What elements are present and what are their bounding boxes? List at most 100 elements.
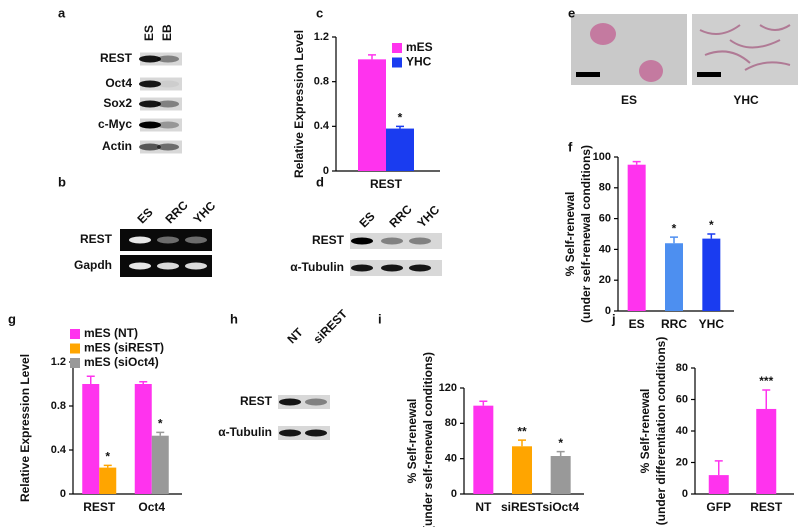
panel-letter: b — [58, 174, 66, 189]
legend-label: mES (NT) — [84, 326, 138, 340]
band — [157, 100, 179, 108]
lane-label: EB — [160, 24, 174, 41]
x-tick-label: ES — [629, 317, 645, 331]
band — [185, 236, 207, 244]
bar — [512, 446, 532, 494]
band — [409, 237, 431, 245]
y-axis-label: % Self-renewal — [563, 192, 577, 277]
panel-letter: e — [568, 5, 575, 20]
error-bar — [86, 375, 95, 384]
band — [305, 398, 327, 406]
y-tick-label: 0.4 — [314, 120, 330, 132]
bar — [82, 384, 100, 494]
row-label: REST — [100, 51, 133, 65]
bar — [627, 164, 646, 311]
error-bar — [632, 160, 641, 165]
band — [139, 121, 161, 129]
error-bar — [368, 54, 376, 60]
x-tick-label: NT — [475, 500, 492, 514]
row-label: Gapdh — [74, 258, 112, 272]
error-bar — [103, 464, 112, 468]
panel-letter: a — [58, 5, 66, 20]
y-tick-label: 80 — [676, 362, 688, 374]
row-label: Oct4 — [105, 76, 132, 90]
legend-label: mES (siREST) — [84, 341, 164, 355]
lane-label: ES — [356, 209, 377, 230]
y-tick-label: 0 — [323, 165, 329, 177]
x-tick-label: REST — [370, 177, 403, 191]
band — [279, 429, 301, 437]
y-tick-label: 1.2 — [314, 31, 329, 43]
blot-strip — [350, 233, 442, 249]
x-tick-label: REST — [83, 500, 116, 514]
error-bar — [762, 389, 771, 409]
panel-letter: j — [611, 311, 616, 326]
panel-letter: c — [316, 5, 323, 20]
row-label: REST — [80, 232, 113, 246]
y-tick-label: 1.2 — [51, 356, 66, 368]
lane-label: YHC — [190, 198, 218, 226]
lane-label: YHC — [414, 202, 442, 230]
y-tick-label: 40 — [676, 425, 688, 437]
significance: * — [398, 111, 403, 125]
x-tick-label: REST — [750, 500, 783, 514]
y-axis-label: (under self-renewal conditions) — [579, 145, 593, 323]
x-tick-label: RRC — [661, 317, 687, 331]
significance: * — [105, 450, 110, 464]
y-axis-label: Relative Expression Level — [18, 354, 32, 502]
bar — [665, 243, 683, 311]
lane-label: RRC — [386, 202, 415, 231]
y-tick-label: 0 — [605, 305, 611, 317]
bar — [702, 238, 721, 311]
row-label: REST — [240, 394, 273, 408]
band — [305, 429, 327, 437]
band — [351, 237, 373, 245]
lane-label: ES — [134, 205, 155, 226]
y-tick-label: 0.4 — [51, 444, 67, 456]
band — [139, 55, 161, 63]
panel-letter: i — [378, 311, 382, 326]
blot-strip — [278, 395, 330, 409]
x-tick-label: siOct4 — [542, 500, 579, 514]
significance: * — [158, 417, 163, 431]
y-tick-label: 40 — [599, 243, 611, 255]
significance: ** — [517, 424, 527, 438]
y-tick-label: 0.8 — [51, 400, 66, 412]
lane-label: ES — [142, 25, 156, 41]
legend-swatch — [70, 343, 80, 354]
y-axis-label: % Self-renewal — [405, 399, 419, 484]
y-tick-label: 20 — [676, 456, 688, 468]
y-tick-label: 80 — [599, 182, 611, 194]
blot-strip — [278, 426, 330, 440]
bar — [99, 467, 117, 494]
error-bar — [156, 431, 165, 436]
legend-swatch — [392, 57, 402, 68]
y-tick-label: 60 — [676, 393, 688, 405]
band — [129, 262, 151, 270]
panel-letter: f — [568, 139, 573, 154]
row-label: REST — [312, 233, 345, 247]
legend-label: mES — [406, 40, 433, 54]
error-bar — [518, 439, 526, 447]
row-label: α-Tubulin — [218, 425, 272, 439]
y-tick-label: 120 — [439, 382, 457, 394]
band — [157, 143, 179, 151]
panel-letter: h — [230, 311, 238, 326]
lane-label: NT — [284, 325, 306, 347]
y-tick-label: 0 — [60, 488, 66, 500]
band — [351, 264, 373, 272]
micrograph-label: ES — [621, 93, 637, 107]
bar — [756, 408, 777, 494]
row-label: Actin — [102, 139, 132, 153]
x-tick-label: YHC — [699, 317, 725, 331]
y-axis-label: (under differentiation conditions) — [654, 337, 668, 526]
error-bar — [714, 460, 723, 476]
bar — [550, 456, 571, 494]
significance: *** — [759, 374, 773, 388]
row-label: Sox2 — [103, 96, 132, 110]
bar — [473, 405, 494, 494]
y-tick-label: 0 — [682, 488, 688, 500]
micrograph-label: YHC — [733, 93, 759, 107]
row-label: α-Tubulin — [290, 260, 344, 274]
band — [139, 143, 161, 151]
